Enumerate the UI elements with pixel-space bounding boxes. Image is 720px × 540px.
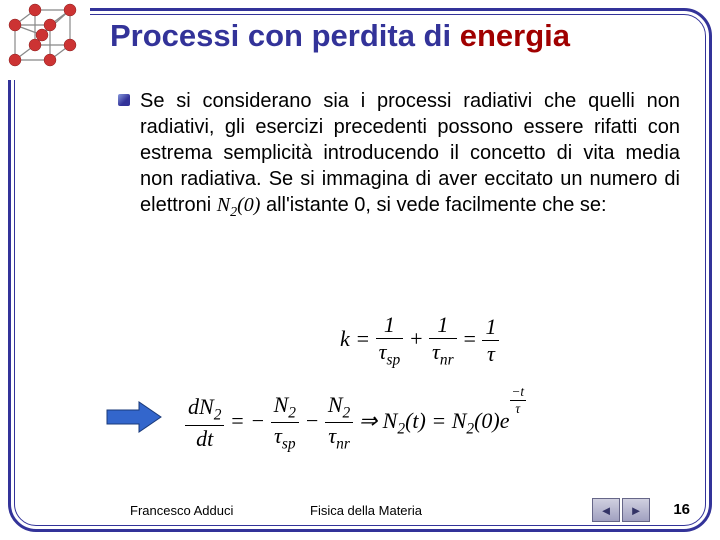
footer-author: Francesco Adduci	[130, 503, 233, 518]
prev-button[interactable]: ◄	[592, 498, 620, 522]
title-main: Processi con perdita di	[110, 18, 460, 53]
next-icon: ►	[630, 503, 643, 518]
equation-1: k = 1τsp + 1τnr = 1τ	[340, 312, 499, 369]
prev-icon: ◄	[600, 503, 613, 518]
nav-buttons: ◄ ►	[592, 498, 650, 522]
lattice-icon	[0, 0, 90, 80]
body-math-inline: N2(0)	[217, 194, 261, 216]
bullet-icon	[118, 94, 130, 106]
body-text: Se si considerano sia i processi radiati…	[140, 88, 680, 222]
body-after: all'istante 0, si vede facilmente che se…	[260, 194, 606, 216]
arrow-icon	[105, 398, 165, 436]
slide-title: Processi con perdita di energia	[110, 18, 700, 54]
slide: Processi con perdita di energia Se si co…	[0, 0, 720, 540]
footer-title: Fisica della Materia	[310, 503, 422, 518]
next-button[interactable]: ►	[622, 498, 650, 522]
eq1-lhs: k	[340, 326, 350, 351]
page-number: 16	[673, 501, 690, 518]
title-accent: energia	[460, 18, 570, 53]
body-block: Se si considerano sia i processi radiati…	[140, 88, 680, 222]
equation-2: dN2dt = − N2τsp − N2τnr ⇒ N2(t) = N2(0)e…	[185, 392, 526, 454]
